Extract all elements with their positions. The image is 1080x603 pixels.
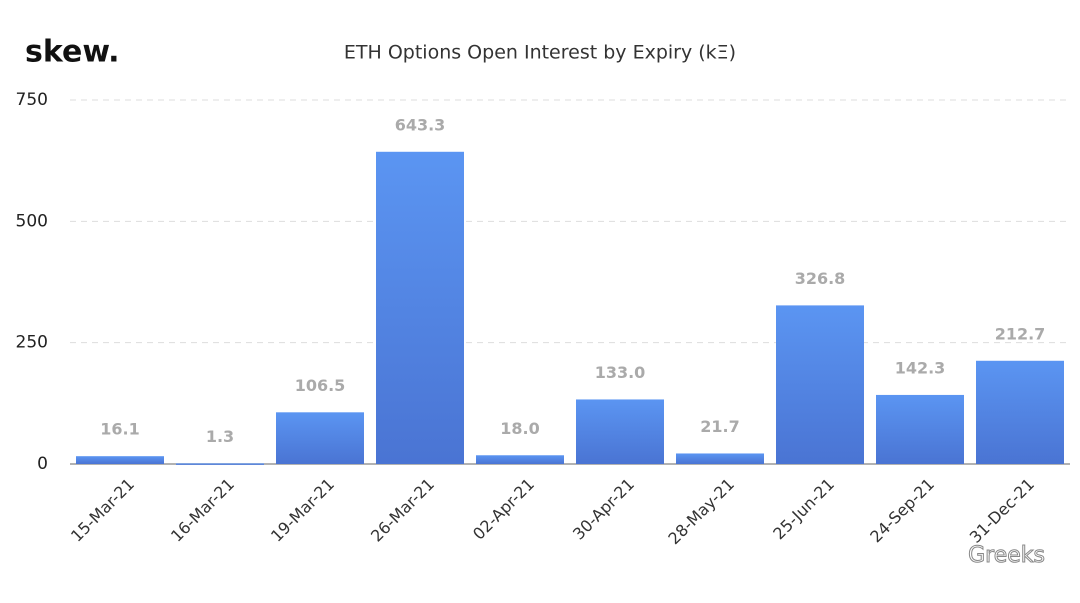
value-label: 1.3 [206, 427, 234, 446]
bar [276, 412, 364, 464]
value-label: 21.7 [700, 417, 739, 436]
value-label: 326.8 [795, 269, 846, 288]
bar [376, 151, 464, 464]
value-label: 106.5 [295, 376, 346, 395]
value-label: 18.0 [500, 419, 539, 438]
bar [576, 399, 664, 464]
bar [76, 456, 164, 464]
logo: skew. [25, 35, 120, 70]
value-label: 133.0 [595, 363, 646, 382]
bar [976, 360, 1064, 464]
bar [876, 394, 964, 464]
value-label: 643.3 [395, 115, 446, 134]
value-label: 142.3 [895, 358, 946, 377]
y-tick-label: 250 [16, 333, 48, 353]
bar [776, 305, 864, 464]
bar [176, 463, 264, 465]
y-tick-label: 0 [37, 454, 48, 474]
chart-title: ETH Options Open Interest by Expiry (kΞ) [344, 42, 736, 64]
value-label: 212.7 [995, 324, 1046, 343]
y-tick-label: 500 [16, 211, 48, 231]
watermark: Greeks [968, 543, 1045, 568]
y-tick-label: 750 [16, 90, 48, 110]
bar [676, 453, 764, 464]
bar [476, 455, 564, 464]
value-label: 16.1 [100, 420, 139, 439]
